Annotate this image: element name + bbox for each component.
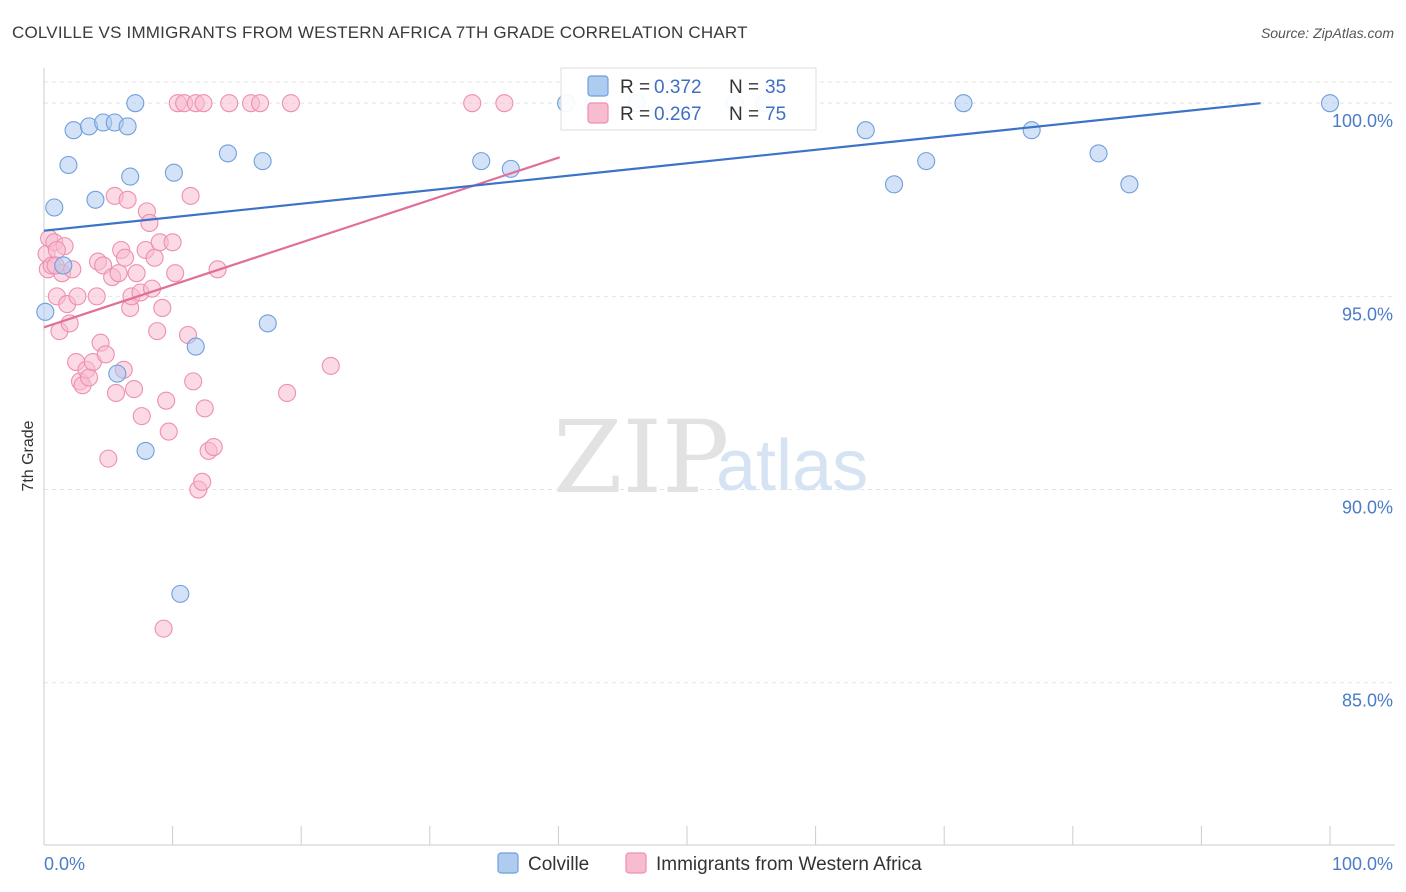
trend-line-colville <box>43 102 1261 232</box>
colville-point-3 <box>59 155 78 175</box>
colville-point-14 <box>164 163 183 182</box>
immigrants-point-17 <box>79 368 99 387</box>
legend-swatch-colville <box>497 852 519 874</box>
immigrants-point-36 <box>127 264 146 283</box>
immigrants-point-43 <box>145 248 164 267</box>
trend-lines <box>43 102 1261 329</box>
chart-title: COLVILLE VS IMMIGRANTS FROM WESTERN AFRI… <box>12 23 748 42</box>
colville-point-15 <box>171 584 190 603</box>
immigrants-point-44 <box>148 322 167 341</box>
immigrants-point-46 <box>153 298 172 318</box>
y-tick-label-1: 95.0% <box>1342 304 1393 324</box>
stats-r-value-colville: 0.372 <box>654 77 702 98</box>
watermark-atlas: atlas <box>716 426 868 506</box>
colville-point-28 <box>884 175 904 194</box>
immigrants-point-50 <box>163 233 182 252</box>
colville-point-13 <box>136 441 155 460</box>
stats-n-value-immigrants: 75 <box>765 104 786 125</box>
y-tick-labels: 100.0% 95.0% 90.0% 85.0% <box>1332 111 1393 711</box>
colville-point-2 <box>54 256 73 275</box>
immigrants-point-56 <box>184 372 203 391</box>
colville-point-27 <box>856 121 875 140</box>
immigrants-point-41 <box>140 213 159 233</box>
chart-source: Source: ZipAtlas.com <box>1261 25 1394 41</box>
immigrants-point-13 <box>68 287 87 306</box>
colville-point-30 <box>954 94 973 113</box>
colville-point-33 <box>1120 175 1139 194</box>
colville-point-1 <box>45 198 64 217</box>
immigrants-point-68 <box>278 383 297 403</box>
colville-point-19 <box>258 314 277 333</box>
stats-r-label-immigrants: R = <box>620 104 650 125</box>
colville-point-11 <box>126 94 145 113</box>
gridlines <box>44 81 1395 684</box>
immigrants-point-27 <box>106 383 126 403</box>
immigrants-point-47 <box>154 619 173 638</box>
colville-point-10 <box>121 167 140 186</box>
colville-point-12 <box>108 364 127 383</box>
y-tick-label-2: 90.0% <box>1342 498 1393 518</box>
colville-point-32 <box>1089 144 1108 163</box>
immigrants-point-67 <box>250 94 270 113</box>
colville-point-6 <box>86 190 105 209</box>
series-colville-points <box>36 94 1340 603</box>
colville-point-34 <box>1320 94 1340 113</box>
immigrants-point-69 <box>281 94 300 113</box>
stats-n-label-colville: N = <box>729 77 759 98</box>
immigrants-point-49 <box>159 422 178 441</box>
immigrants-point-59 <box>193 472 212 491</box>
immigrants-point-71 <box>463 94 482 113</box>
colville-point-18 <box>253 152 272 171</box>
stats-swatch-colville <box>587 75 609 97</box>
legend-label-immigrants: Immigrants from Western Africa <box>656 854 922 875</box>
legend-swatch-immigrants <box>625 852 647 874</box>
immigrants-point-60 <box>194 94 213 113</box>
immigrants-point-61 <box>195 399 214 418</box>
x-tick-label-0: 0.0% <box>44 854 85 874</box>
series-immigrants-points <box>37 94 514 638</box>
immigrants-point-65 <box>220 94 239 113</box>
immigrants-point-70 <box>321 356 340 375</box>
colville-point-20 <box>472 152 491 171</box>
y-axis-label: 7th Grade <box>20 420 37 491</box>
colville-point-29 <box>917 152 936 171</box>
immigrants-point-24 <box>99 449 118 468</box>
legend: Colville Immigrants from Western Africa <box>497 852 922 875</box>
x-tick-labels: 0.0% 100.0% <box>44 854 1393 874</box>
immigrants-point-48 <box>157 391 176 410</box>
legend-label-colville: Colville <box>528 854 589 875</box>
watermark-zip: ZIP <box>553 399 729 516</box>
immigrants-point-55 <box>181 186 200 205</box>
immigrants-point-72 <box>495 94 514 113</box>
x-tick-label-1: 100.0% <box>1332 854 1393 874</box>
stats-box: R = 0.372 N = 35 R = 0.267 N = 75 <box>560 67 817 131</box>
colville-point-9 <box>118 117 137 136</box>
stats-n-label-immigrants: N = <box>729 104 759 125</box>
y-tick-label-0: 100.0% <box>1332 111 1393 131</box>
stats-r-label-colville: R = <box>620 77 650 98</box>
immigrants-point-51 <box>166 264 185 283</box>
colville-point-16 <box>186 337 205 356</box>
immigrants-point-35 <box>124 380 144 399</box>
immigrants-point-63 <box>204 437 223 457</box>
immigrants-point-38 <box>132 407 151 426</box>
axes <box>43 68 1395 846</box>
stats-n-value-colville: 35 <box>765 77 786 98</box>
stats-r-value-immigrants: 0.267 <box>654 104 702 125</box>
immigrants-point-23 <box>96 345 115 364</box>
watermark: ZIP atlas <box>553 399 868 516</box>
immigrants-point-31 <box>115 248 135 267</box>
colville-point-31 <box>1022 121 1041 140</box>
immigrants-point-28 <box>109 264 128 283</box>
immigrants-point-19 <box>87 287 106 306</box>
stats-swatch-immigrants <box>587 102 609 124</box>
immigrants-point-32 <box>118 190 137 209</box>
colville-point-0 <box>36 302 55 321</box>
colville-point-4 <box>64 121 83 140</box>
colville-point-17 <box>218 144 237 163</box>
immigrants-point-73 <box>47 240 66 260</box>
y-tick-label-3: 85.0% <box>1342 691 1393 711</box>
